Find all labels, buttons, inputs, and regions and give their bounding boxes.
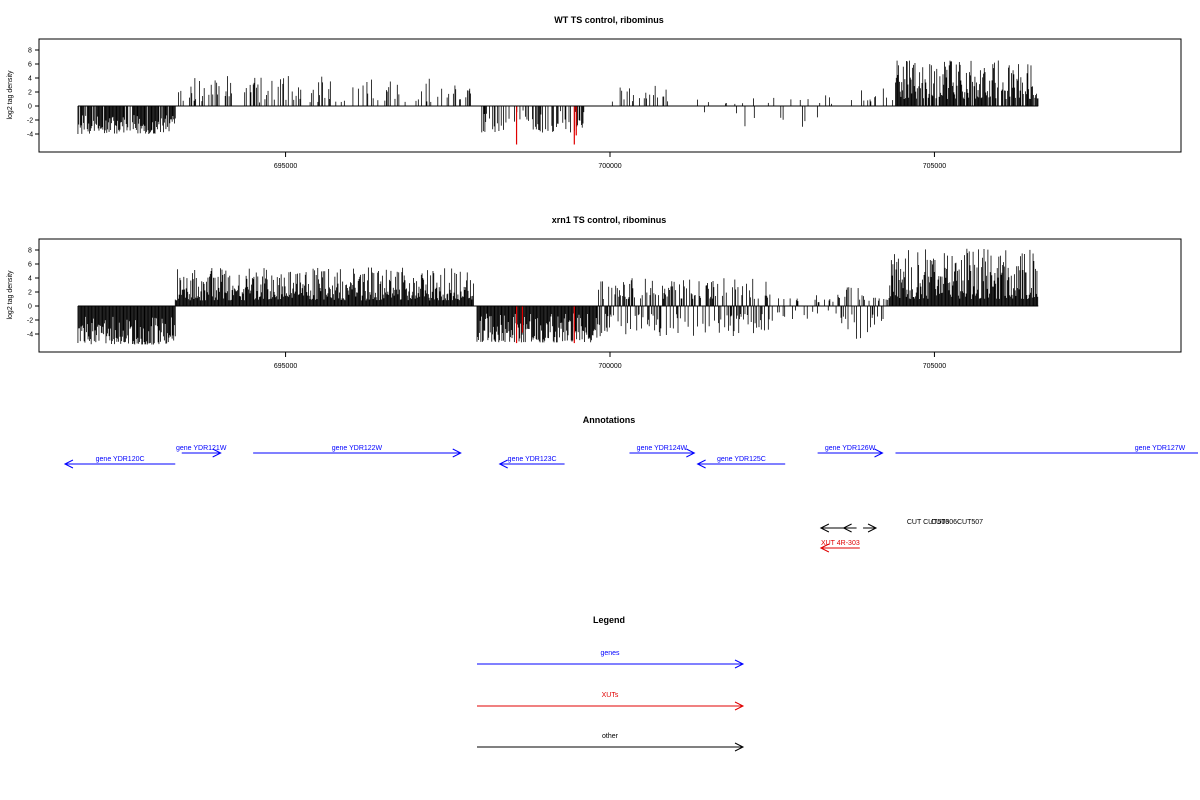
annotation-features: gene YDR120C gene YDR121W gene YDR122W gene… [63, 445, 1198, 553]
gene-arrow-head [498, 459, 508, 469]
y-tick-label: 8 [28, 48, 32, 55]
gene-label: gene YDR126W [825, 445, 876, 452]
annotations-title: Annotations [583, 415, 636, 425]
gene-label: gene YDR120C [96, 456, 145, 463]
xut-arrow-head [819, 543, 830, 553]
cut-arrow-head [819, 523, 830, 533]
legend-arrow-head [734, 659, 745, 669]
gene-label: gene YDR127W [1135, 445, 1186, 452]
y-tick-label: 6 [28, 62, 32, 69]
x-tick-label: 695000 [274, 163, 297, 170]
gene-arrow-head [696, 459, 706, 469]
gene-arrow-head [452, 448, 462, 458]
y-tick-label: 4 [28, 276, 32, 283]
y-tick-label: -2 [27, 118, 33, 125]
legend: Legend genes XUTs other [477, 615, 745, 752]
legend-label: genes [600, 650, 620, 657]
cut-label: CUT CUT506 [907, 519, 949, 526]
legend-label: other [602, 733, 619, 740]
wt-y-ticks: -4 -2 0 2 4 6 8 [27, 48, 39, 139]
xrn1-x-ticks: 695000 700000 705000 [274, 352, 946, 370]
xrn1-y-axis-label: log2 tag density [7, 270, 14, 320]
y-tick-label: 8 [28, 248, 32, 255]
x-tick-label: 705000 [923, 163, 946, 170]
y-tick-label: 0 [28, 104, 32, 111]
legend-arrow-head [734, 742, 745, 752]
gene-arrow-head [63, 459, 74, 469]
legend-items: genes XUTs other [477, 650, 745, 752]
x-tick-label: 700000 [598, 163, 621, 170]
y-tick-label: 4 [28, 76, 32, 83]
xrn1-panel: xrn1 TS control, ribominus log2 tag dens… [7, 215, 1182, 370]
y-tick-label: 2 [28, 90, 32, 97]
cut-label: CUT507 [957, 519, 983, 526]
y-tick-label: -2 [27, 318, 33, 325]
legend-label: XUTs [602, 692, 619, 699]
gene-arrow-head [212, 448, 222, 458]
xrn1-panel-title: xrn1 TS control, ribominus [552, 215, 667, 225]
y-tick-label: 0 [28, 304, 32, 311]
x-tick-label: 695000 [274, 363, 297, 370]
y-tick-label: 6 [28, 262, 32, 269]
cut-arrow-head [867, 523, 878, 533]
gene-label: gene YDR122W [332, 445, 383, 452]
x-tick-label: 705000 [923, 363, 946, 370]
wt-x-ticks: 695000 700000 705000 [274, 152, 946, 170]
wt-panel-title: WT TS control, ribominus [554, 15, 664, 25]
legend-title: Legend [593, 615, 625, 625]
x-tick-label: 700000 [598, 363, 621, 370]
gene-label: gene YDR121W [176, 445, 227, 452]
wt-bars [77, 60, 1039, 145]
cut-label: CUT306 [931, 519, 957, 526]
xut-label: XUT 4R-303 [821, 540, 860, 547]
y-tick-label: 2 [28, 290, 32, 297]
gene-label: gene YDR124W [637, 445, 688, 452]
xrn1-y-ticks: -4 -2 0 2 4 6 8 [27, 248, 39, 339]
cut-arrow-head [842, 523, 852, 533]
legend-arrow-head [734, 701, 745, 711]
gene-label: gene YDR125C [717, 456, 766, 463]
wt-y-axis-label: log2 tag density [7, 70, 14, 120]
gene-label: gene YDR123C [508, 456, 557, 463]
y-tick-label: -4 [27, 132, 33, 139]
gene-arrow-head [874, 448, 884, 458]
y-tick-label: -4 [27, 332, 33, 339]
wt-panel: WT TS control, ribominus log2 tag densit… [7, 15, 1182, 170]
xrn1-bars [77, 248, 1039, 345]
gene-arrow-head [686, 448, 696, 458]
wt-plot-frame [38, 38, 1182, 153]
